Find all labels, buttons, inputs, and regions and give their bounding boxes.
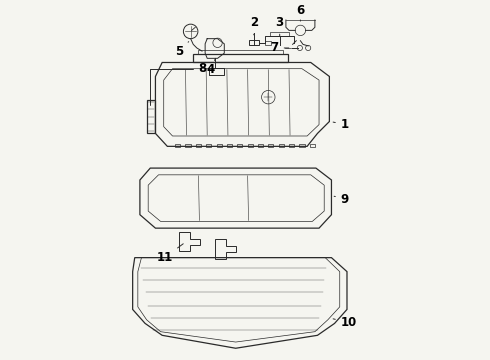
Bar bbox=[175, 144, 180, 147]
Bar bbox=[269, 144, 273, 147]
Bar bbox=[270, 32, 289, 36]
Text: 7: 7 bbox=[270, 41, 289, 54]
Bar bbox=[206, 144, 211, 147]
Bar bbox=[279, 144, 284, 147]
Bar bbox=[185, 144, 191, 147]
Text: 5: 5 bbox=[175, 42, 189, 58]
Bar bbox=[299, 144, 305, 147]
Text: 4: 4 bbox=[206, 58, 216, 76]
Text: 9: 9 bbox=[334, 193, 349, 206]
Text: 8: 8 bbox=[150, 62, 207, 105]
Bar bbox=[310, 144, 315, 147]
Text: 1: 1 bbox=[333, 118, 349, 131]
Bar bbox=[258, 144, 263, 147]
Bar bbox=[227, 144, 232, 147]
Bar bbox=[248, 40, 259, 45]
Text: 3: 3 bbox=[275, 15, 284, 37]
Bar bbox=[237, 144, 243, 147]
Text: 11: 11 bbox=[156, 244, 183, 264]
Bar bbox=[289, 144, 294, 147]
Text: 10: 10 bbox=[333, 316, 357, 329]
Text: 6: 6 bbox=[296, 4, 304, 21]
Text: 2: 2 bbox=[250, 15, 258, 35]
Bar bbox=[196, 144, 201, 147]
Bar bbox=[217, 144, 221, 147]
Bar bbox=[247, 144, 253, 147]
Bar bbox=[265, 41, 271, 45]
